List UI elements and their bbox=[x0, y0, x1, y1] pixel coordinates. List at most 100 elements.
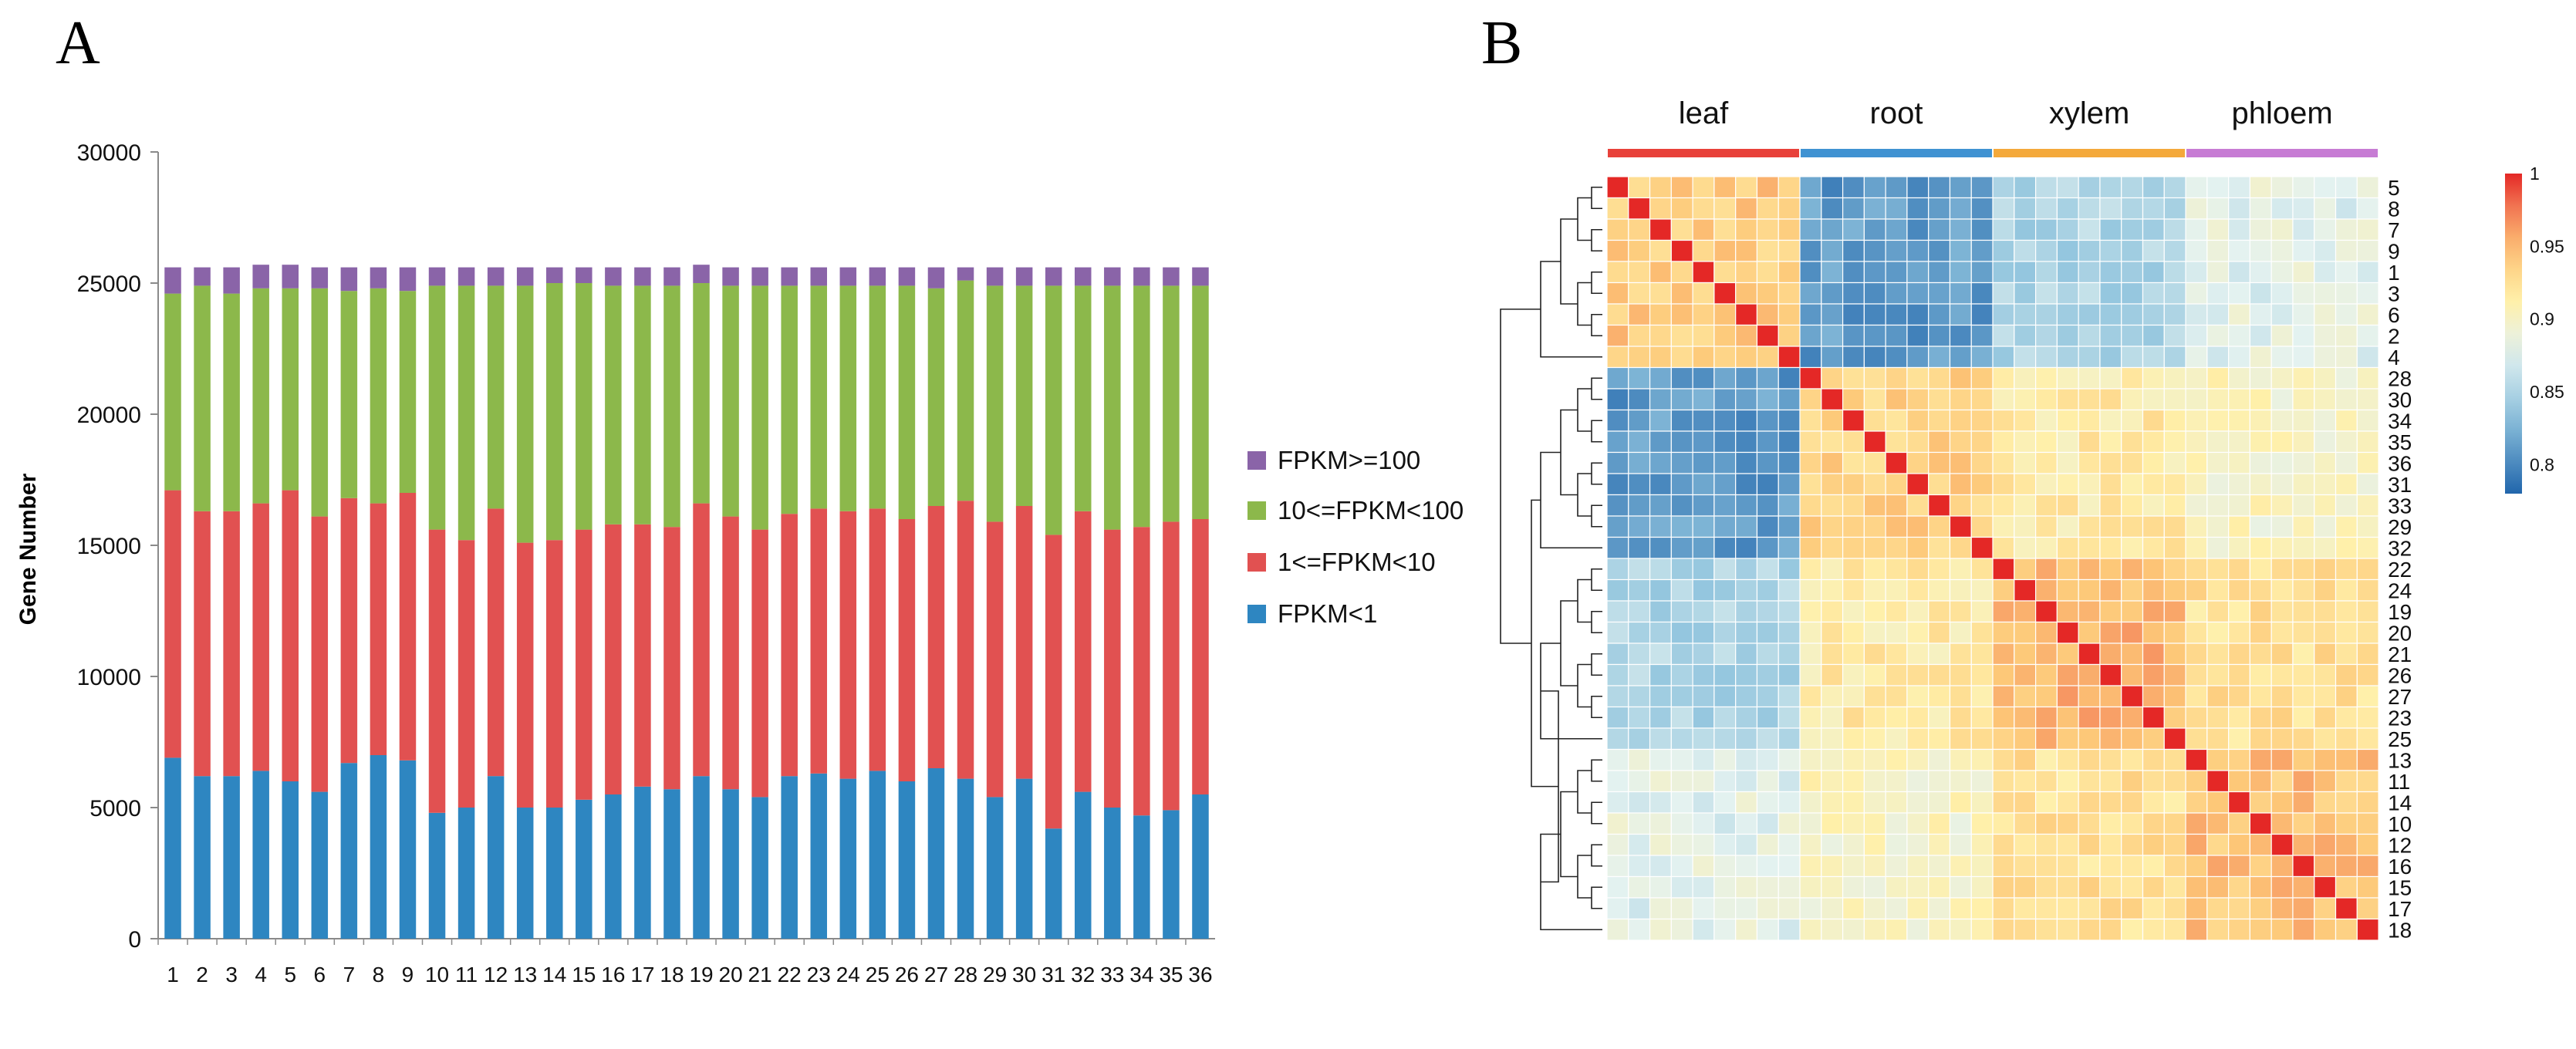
row-label: 9 bbox=[2388, 239, 2400, 263]
heatmap-cell bbox=[2121, 303, 2144, 326]
heatmap-cell bbox=[1842, 621, 1865, 644]
heatmap-cell bbox=[1863, 430, 1886, 454]
bar-segment bbox=[927, 768, 945, 939]
heatmap-cell bbox=[2163, 409, 2186, 432]
heatmap-cell bbox=[1628, 918, 1651, 941]
heatmap-cell bbox=[2356, 791, 2379, 814]
heatmap-cell bbox=[2228, 197, 2251, 220]
heatmap-cell bbox=[2121, 366, 2144, 390]
heatmap-cell bbox=[1628, 748, 1651, 771]
heatmap-cell bbox=[1928, 451, 1951, 474]
heatmap-cell bbox=[2035, 261, 2058, 284]
x-tick-label: 12 bbox=[484, 963, 508, 987]
heatmap-cell bbox=[2335, 812, 2358, 835]
heatmap-cell bbox=[1735, 239, 1758, 262]
heatmap-cell bbox=[2270, 494, 2294, 517]
heatmap-cell bbox=[1649, 600, 1672, 623]
bar-segment bbox=[399, 291, 417, 493]
heatmap-cell bbox=[2014, 515, 2037, 538]
heatmap-cell bbox=[1906, 239, 1929, 262]
heatmap-cell bbox=[1885, 897, 1908, 920]
heatmap-cell bbox=[2163, 282, 2186, 305]
heatmap-cell bbox=[1949, 261, 1972, 284]
heatmap-cell bbox=[2228, 558, 2251, 581]
heatmap-cell bbox=[1885, 388, 1908, 411]
heatmap-cell bbox=[2356, 643, 2379, 666]
bar-segment bbox=[1015, 506, 1033, 779]
heatmap-cell bbox=[1799, 451, 1822, 474]
heatmap-cell bbox=[1649, 558, 1672, 581]
heatmap-cell bbox=[1821, 663, 1844, 686]
bar-segment bbox=[457, 540, 475, 808]
heatmap-cell bbox=[1756, 451, 1779, 474]
heatmap-cell bbox=[2335, 282, 2358, 305]
heatmap-cell bbox=[2249, 663, 2272, 686]
heatmap-cell bbox=[1970, 663, 1994, 686]
heatmap-cell bbox=[2121, 918, 2144, 941]
heatmap-cell bbox=[2249, 430, 2272, 454]
x-tick-label: 30 bbox=[1012, 963, 1036, 987]
heatmap-cell bbox=[2228, 875, 2251, 899]
heatmap-cell bbox=[2292, 706, 2315, 729]
heatmap-cell bbox=[2356, 812, 2379, 835]
heatmap-cell bbox=[2335, 855, 2358, 878]
heatmap-cell bbox=[2035, 833, 2058, 856]
dendrogram-link bbox=[1591, 271, 1602, 295]
heatmap-cell bbox=[2142, 855, 2165, 878]
heatmap-cell bbox=[2035, 409, 2058, 432]
heatmap-cell bbox=[2163, 176, 2186, 199]
heatmap-cell bbox=[1628, 430, 1651, 454]
heatmap-cell bbox=[2163, 791, 2186, 814]
heatmap-cell bbox=[2335, 218, 2358, 241]
heatmap-cell bbox=[2099, 875, 2122, 899]
heatmap-cell bbox=[2121, 812, 2144, 835]
legend-label: 10<=FPKM<100 bbox=[1278, 496, 1464, 524]
heatmap-cell bbox=[1992, 558, 2015, 581]
heatmap-cell bbox=[1821, 536, 1844, 559]
heatmap-cell bbox=[2014, 578, 2037, 602]
heatmap-cell bbox=[2228, 346, 2251, 369]
heatmap-cell bbox=[1606, 621, 1629, 644]
bar-segment bbox=[487, 508, 505, 777]
heatmap-cell bbox=[1821, 833, 1844, 856]
heatmap-cell bbox=[1970, 748, 1994, 771]
heatmap-cell bbox=[1970, 897, 1994, 920]
heatmap-cell bbox=[2035, 812, 2058, 835]
bar-segment bbox=[898, 267, 916, 286]
heatmap-cell bbox=[1799, 727, 1822, 750]
heatmap-cell bbox=[2292, 897, 2315, 920]
row-label: 17 bbox=[2388, 897, 2412, 921]
heatmap-cell bbox=[1821, 770, 1844, 793]
heatmap-cell bbox=[2206, 558, 2230, 581]
heatmap-cell bbox=[1735, 706, 1758, 729]
heatmap-cell bbox=[2185, 875, 2208, 899]
heatmap-cell bbox=[2292, 855, 2315, 878]
bar-segment bbox=[751, 797, 768, 939]
heatmap-cell bbox=[2163, 833, 2186, 856]
colorbar: 10.950.90.850.8 bbox=[2505, 164, 2564, 494]
heatmap-cell bbox=[1756, 897, 1779, 920]
heatmap-cell bbox=[2270, 833, 2294, 856]
heatmap-cell bbox=[1778, 770, 1801, 793]
legend-swatch bbox=[1247, 605, 1266, 623]
dendrogram-link bbox=[1500, 309, 1541, 644]
heatmap-cell bbox=[2314, 663, 2337, 686]
heatmap-cell bbox=[2228, 685, 2251, 708]
heatmap-cell bbox=[1863, 536, 1886, 559]
heatmap-cell bbox=[1970, 346, 1994, 369]
heatmap-cell bbox=[1735, 261, 1758, 284]
heatmap-cell bbox=[1735, 578, 1758, 602]
heatmap-cell bbox=[2185, 855, 2208, 878]
bar-segment bbox=[869, 771, 886, 939]
legend-label: FPKM<1 bbox=[1278, 599, 1377, 628]
heatmap-cell bbox=[1649, 643, 1672, 666]
heatmap-cell bbox=[2014, 855, 2037, 878]
heatmap-cell bbox=[1992, 409, 2015, 432]
heatmap-cell bbox=[2163, 600, 2186, 623]
dendrogram-link bbox=[1560, 218, 1578, 305]
heatmap-cell bbox=[1756, 176, 1779, 199]
heatmap-cell bbox=[1821, 748, 1844, 771]
heatmap-cell bbox=[2142, 685, 2165, 708]
heatmap-cell bbox=[1885, 770, 1908, 793]
dendrogram-link bbox=[1591, 610, 1602, 634]
